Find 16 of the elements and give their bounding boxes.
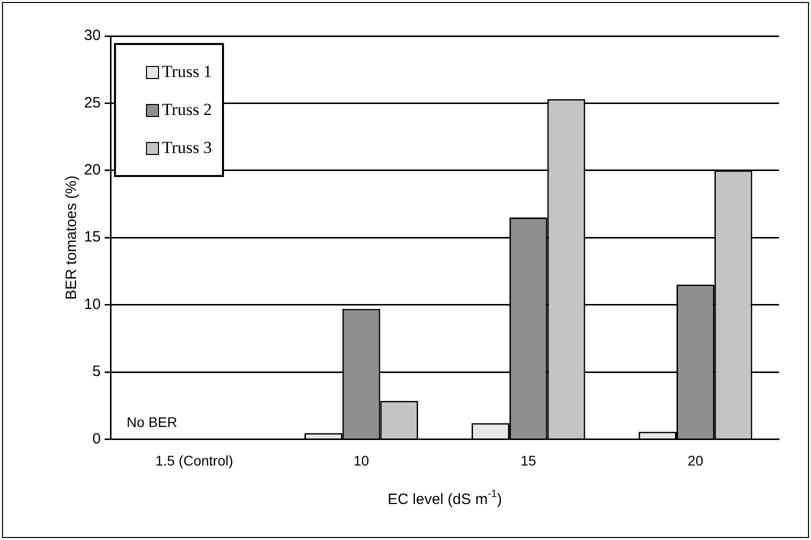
x-tick-label: 10 <box>354 452 370 468</box>
y-axis-title: BER tomatoes (%) <box>63 175 80 300</box>
y-tick-label: 25 <box>84 94 101 112</box>
legend-label: Truss 1 <box>161 61 212 83</box>
y-tick-label: 15 <box>84 228 101 246</box>
legend-label: Truss 3 <box>161 137 212 159</box>
y-tick-label: 5 <box>92 363 101 380</box>
annotation: No BER <box>126 414 178 430</box>
x-tick-label: 15 <box>520 452 536 468</box>
y-tick-label: 0 <box>92 430 101 448</box>
legend-label: Truss 2 <box>161 99 212 121</box>
y-tick-label: 10 <box>84 296 101 313</box>
x-tick-label: 20 <box>688 452 704 468</box>
y-tick-label: 20 <box>84 162 101 179</box>
x-tick-label: 1.5 (Control) <box>155 452 234 468</box>
y-tick-label: 30 <box>84 27 101 44</box>
